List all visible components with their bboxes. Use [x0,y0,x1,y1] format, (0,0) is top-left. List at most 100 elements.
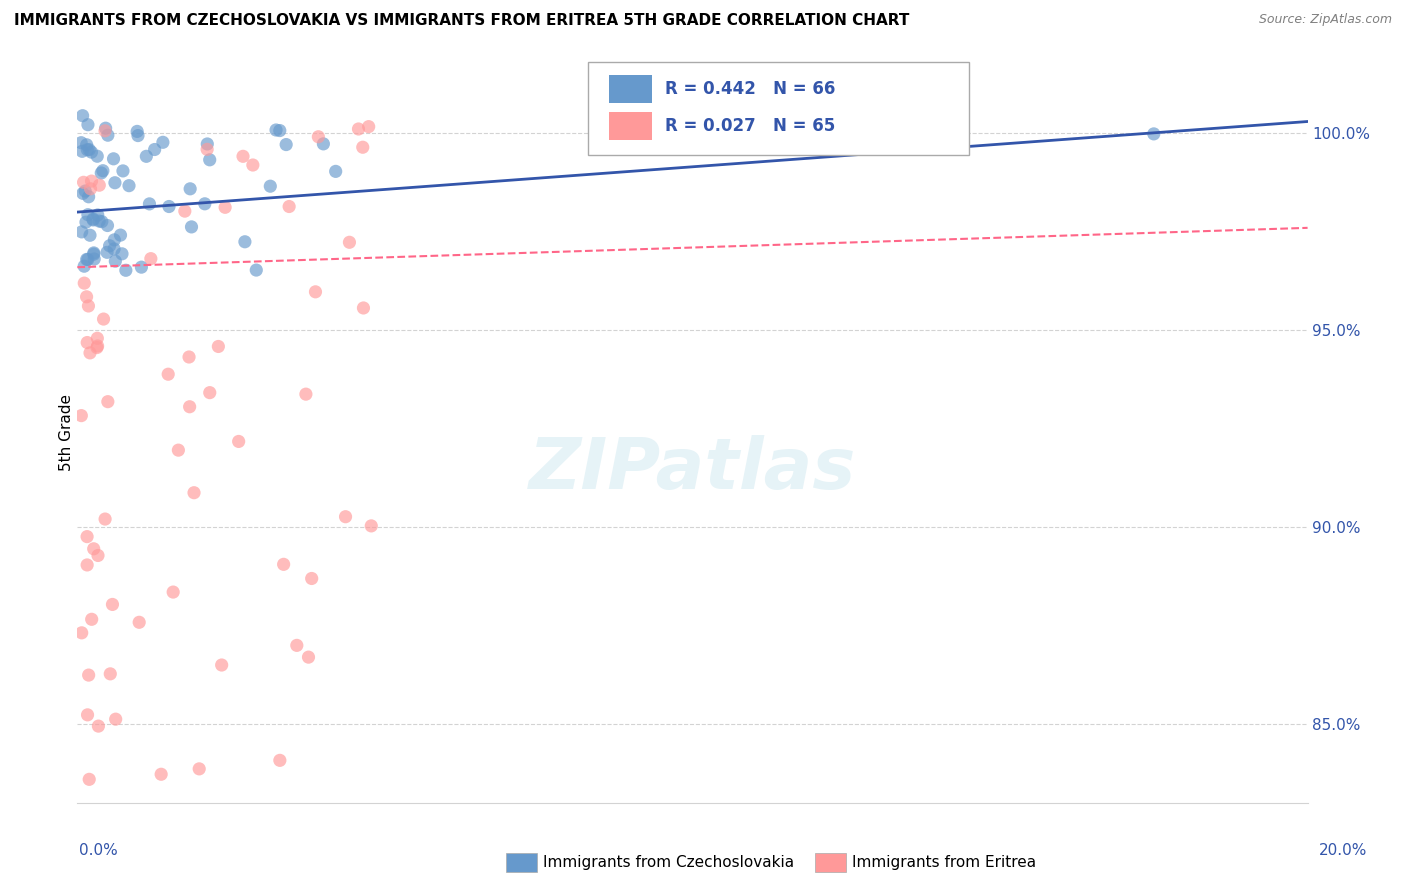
Point [91,163,114,178]
Point [183,485,205,500]
Point [80,145,103,160]
Point [301,572,323,586]
Point [93,312,115,326]
Point [228,434,250,449]
Point [86,341,108,355]
Bar [609,75,652,103]
Point [177,350,200,364]
Point [103,152,125,166]
Point [83,541,105,556]
Point [76,137,98,152]
Point [198,385,221,400]
Point [82,213,104,227]
Point [73,276,96,290]
Point [131,260,153,275]
Point [97,394,120,409]
Point [195,136,218,151]
Text: R = 0.442   N = 66: R = 0.442 N = 66 [665,80,835,98]
Point [76,335,98,350]
Point [127,124,149,138]
Point [115,263,138,277]
Point [325,164,347,178]
Point [76,143,98,157]
Point [76,252,98,267]
Point [90,214,112,228]
Point [77,190,100,204]
Point [152,136,174,150]
Text: ZIPatlas: ZIPatlas [529,435,856,504]
Point [94,512,117,526]
Point [110,228,132,243]
Point [127,128,149,143]
Point [157,368,180,382]
Point [103,233,125,247]
Y-axis label: 5th Grade: 5th Grade [59,394,73,471]
Point [75,184,97,198]
Point [89,214,111,228]
Text: R = 0.027   N = 65: R = 0.027 N = 65 [665,117,835,135]
Point [79,182,101,196]
Point [273,558,295,572]
Point [83,247,105,261]
Point [80,612,103,626]
Point [139,252,162,266]
Point [1143,127,1166,141]
Point [73,259,96,273]
Point [307,129,329,144]
Point [86,339,108,353]
Point [162,585,184,599]
Point [347,122,370,136]
Point [150,767,173,781]
Point [232,149,254,163]
Point [70,409,93,423]
Point [83,252,105,266]
FancyBboxPatch shape [588,62,969,155]
Point [70,145,93,159]
Point [72,175,94,189]
Point [70,136,93,150]
Point [76,530,98,544]
Text: IMMIGRANTS FROM CZECHOSLOVAKIA VS IMMIGRANTS FROM ERITREA 5TH GRADE CORRELATION : IMMIGRANTS FROM CZECHOSLOVAKIA VS IMMIGR… [14,13,910,29]
Point [335,509,357,524]
Point [72,109,94,123]
Point [87,719,110,733]
Point [77,208,100,222]
Bar [609,112,652,140]
Point [76,252,98,267]
Point [104,712,127,726]
Point [80,174,103,188]
Point [138,197,160,211]
Point [195,142,218,156]
Point [211,658,233,673]
Point [179,182,201,196]
Point [259,179,281,194]
Point [101,598,124,612]
Point [285,639,308,653]
Point [83,246,105,260]
Point [264,123,287,137]
Point [77,118,100,132]
Point [86,149,108,163]
Point [297,650,319,665]
Point [179,400,201,414]
Text: Source: ZipAtlas.com: Source: ZipAtlas.com [1258,13,1392,27]
Point [104,176,127,190]
Point [173,204,195,219]
Point [76,707,98,722]
Point [360,519,382,533]
Point [269,123,291,137]
Point [278,200,301,214]
Point [188,762,211,776]
Point [96,219,118,233]
Point [339,235,361,250]
Point [87,549,110,563]
Point [111,164,134,178]
Text: Immigrants from Czechoslovakia: Immigrants from Czechoslovakia [543,855,794,870]
Point [77,772,100,787]
Point [77,299,100,313]
Point [94,124,117,138]
Point [167,443,190,458]
Point [269,753,291,767]
Point [135,149,157,163]
Point [276,137,298,152]
